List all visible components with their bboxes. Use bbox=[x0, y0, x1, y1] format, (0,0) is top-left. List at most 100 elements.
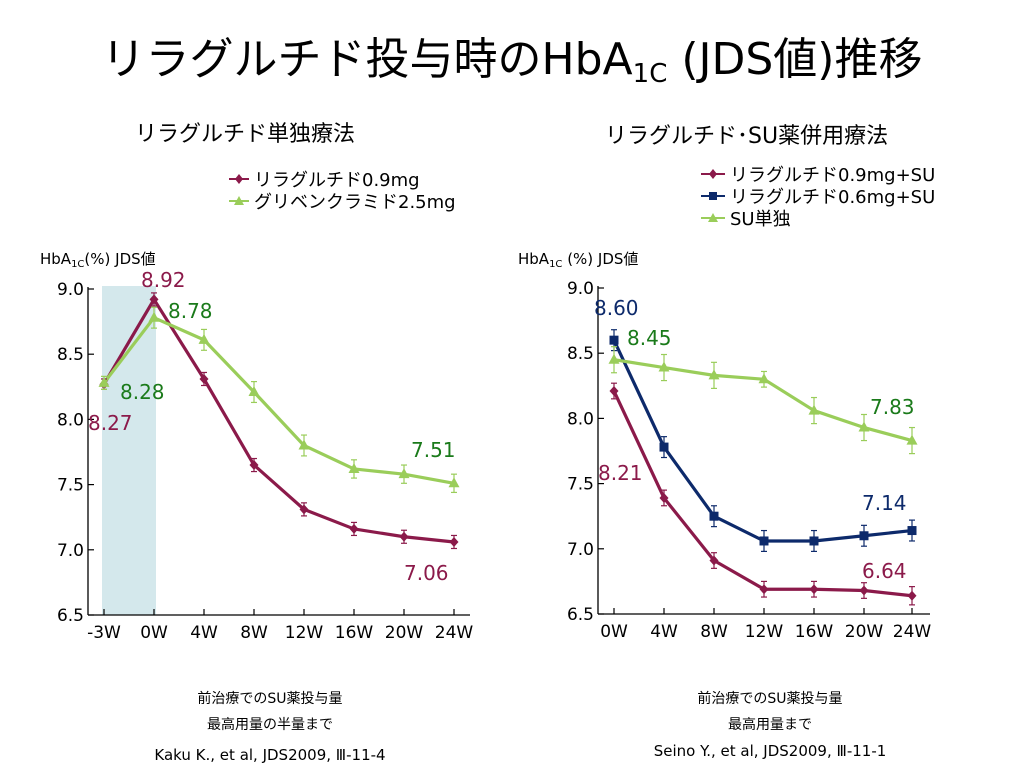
right-value-label: 8.21 bbox=[598, 461, 643, 485]
left-legend-label: グリベンクラミド2.5mg bbox=[254, 192, 456, 213]
right-value-label: 8.45 bbox=[627, 326, 672, 350]
right-data-point bbox=[609, 335, 619, 345]
right-y-tick-label: 8.5 bbox=[567, 344, 594, 364]
left-data-point bbox=[448, 477, 460, 488]
right-data-point bbox=[759, 536, 769, 546]
right-data-point bbox=[809, 536, 819, 546]
left-y-tick-label: 8.5 bbox=[57, 345, 84, 365]
left-series-line bbox=[102, 316, 455, 485]
triangle-marker-icon bbox=[229, 196, 249, 205]
left-x-tick-label: 0W bbox=[140, 623, 168, 643]
square-marker-icon bbox=[701, 192, 725, 200]
left-y-tick-label: 6.5 bbox=[57, 606, 84, 626]
diamond-marker-icon bbox=[229, 174, 249, 184]
left-chart-subtitle: リラグルチド単独療法 bbox=[135, 122, 356, 147]
right-ylabel-main: HbA bbox=[518, 250, 550, 268]
left-ylabel-main: HbA bbox=[40, 250, 72, 268]
right-chart: 9.0 8.5 8.0 7.5 7.0 6.5 0W 4W 8W 12W 16W 20W 24W 8.60… bbox=[567, 279, 932, 642]
right-legend-label: リラグルチド0.6mg+SU bbox=[730, 187, 936, 208]
left-x-tick-label: 4W bbox=[190, 623, 218, 643]
right-y-tick-label: 6.5 bbox=[567, 605, 594, 625]
left-data-point bbox=[298, 439, 310, 450]
right-data-point bbox=[709, 555, 719, 566]
left-value-label: 8.78 bbox=[168, 299, 213, 323]
right-legend-entry-liraglutide-06: リラグルチド0.6mg+SU bbox=[700, 185, 936, 208]
left-chart-ylabel: HbA1C(%) JDS値 bbox=[40, 248, 156, 270]
right-y-tick-label: 8.0 bbox=[567, 409, 594, 429]
left-x-tick-label: 20W bbox=[385, 623, 424, 643]
right-x-tick-label: 4W bbox=[650, 622, 678, 642]
left-y-tick-label: 7.0 bbox=[57, 541, 84, 561]
right-data-point bbox=[859, 531, 869, 541]
left-ylabel-subscript: 1C bbox=[71, 259, 85, 270]
left-series-line bbox=[102, 297, 455, 544]
right-y-tick-label: 7.0 bbox=[567, 540, 594, 560]
right-x-tick-label: 12W bbox=[745, 622, 784, 642]
right-data-point bbox=[859, 585, 869, 596]
right-x-tick-label: 0W bbox=[600, 622, 628, 642]
right-data-point bbox=[759, 584, 769, 595]
left-x-tick-label: 8W bbox=[240, 623, 268, 643]
left-note-line: 最高用量の半量まで bbox=[207, 717, 333, 733]
left-value-label: 8.27 bbox=[88, 411, 133, 435]
right-value-label: 6.64 bbox=[862, 559, 907, 583]
right-ylabel-subscript: 1C bbox=[549, 259, 563, 270]
triangle-marker-icon bbox=[701, 213, 725, 222]
right-chart-notes: 前治療でのSU薬投与量 最高用量まで bbox=[640, 686, 900, 738]
left-chart-citation: Kaku K., et al, JDS2009, Ⅲ-11-4 bbox=[154, 746, 386, 764]
right-data-point bbox=[758, 373, 770, 384]
right-data-point bbox=[609, 386, 619, 397]
right-value-label: 7.14 bbox=[862, 491, 907, 515]
right-chart-citation: Seino Y., et al, JDS2009, Ⅲ-11-1 bbox=[653, 742, 887, 760]
left-legend-entry-liraglutide-09: リラグルチド0.9mg bbox=[228, 168, 456, 191]
left-y-tick-label: 9.0 bbox=[57, 280, 84, 300]
right-legend-label: リラグルチド0.9mg+SU bbox=[730, 165, 936, 186]
left-value-label: 8.92 bbox=[141, 268, 186, 292]
left-data-point bbox=[98, 376, 110, 387]
left-value-label: 7.51 bbox=[411, 438, 456, 462]
right-x-tick-label: 24W bbox=[893, 622, 932, 642]
left-x-tick-label: 16W bbox=[335, 623, 374, 643]
right-x-tick-label: 20W bbox=[845, 622, 884, 642]
right-data-point bbox=[708, 369, 720, 380]
right-y-tick-label: 7.5 bbox=[567, 475, 594, 495]
left-data-point bbox=[149, 294, 159, 305]
left-x-tick-label: -3W bbox=[87, 623, 121, 643]
left-chart-legend: リラグルチド0.9mg グリベンクラミド2.5mg bbox=[228, 168, 456, 213]
left-data-point bbox=[198, 333, 210, 344]
left-data-point bbox=[399, 531, 409, 542]
right-y-tick-label: 9.0 bbox=[567, 279, 594, 299]
right-note-line: 前治療でのSU薬投与量 bbox=[697, 691, 843, 707]
left-value-label: 8.28 bbox=[120, 380, 165, 404]
left-y-tick-label: 8.0 bbox=[57, 410, 84, 430]
right-value-label: 8.60 bbox=[594, 296, 639, 320]
left-value-label: 7.06 bbox=[404, 561, 449, 585]
left-x-tick-label: 12W bbox=[285, 623, 324, 643]
right-data-point bbox=[858, 421, 870, 432]
page-title-subscript: 1C bbox=[632, 59, 668, 89]
page-title-tail: (JDS値)推移 bbox=[667, 34, 923, 85]
right-data-point bbox=[608, 353, 620, 364]
diamond-marker-icon bbox=[701, 169, 725, 179]
left-chart-notes: 前治療でのSU薬投与量 最高用量の半量まで bbox=[140, 686, 400, 738]
page-title-main: リラグルチド投与時のHbA bbox=[101, 34, 633, 85]
right-data-point bbox=[906, 434, 918, 445]
right-x-tick-label: 16W bbox=[795, 622, 834, 642]
right-data-point bbox=[907, 526, 917, 536]
left-data-point bbox=[148, 311, 160, 322]
left-ylabel-tail: (%) JDS値 bbox=[84, 250, 156, 268]
right-value-label: 7.83 bbox=[870, 395, 915, 419]
right-note-line: 最高用量まで bbox=[728, 717, 812, 733]
right-chart-ylabel: HbA1C (%) JDS値 bbox=[518, 248, 639, 270]
right-legend-label: SU単独 bbox=[730, 209, 791, 230]
right-ylabel-tail: (%) JDS値 bbox=[562, 250, 639, 268]
left-data-point bbox=[349, 523, 359, 534]
left-chart: 9.0 8.5 8.0 7.5 7.0 6.5-3W 0W 4W 8W 12W 16W 20W 24W 8… bbox=[57, 268, 473, 643]
right-data-point bbox=[907, 590, 917, 601]
right-data-point bbox=[709, 511, 719, 521]
right-x-tick-label: 8W bbox=[700, 622, 728, 642]
right-data-point bbox=[809, 584, 819, 595]
right-data-point bbox=[659, 442, 669, 452]
right-chart-legend: リラグルチド0.9mg+SU リラグルチド0.6mg+SU SU単独 bbox=[700, 163, 936, 230]
left-data-point bbox=[248, 386, 260, 397]
